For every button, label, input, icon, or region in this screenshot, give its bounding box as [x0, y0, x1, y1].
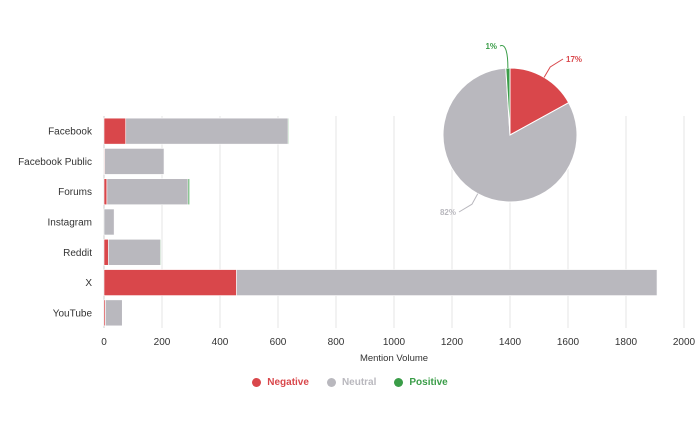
legend-item-neutral[interactable]: Neutral	[326, 377, 377, 388]
bar-positive	[287, 117, 290, 145]
x-axis-title: Mention Volume	[360, 353, 428, 364]
x-tick-label: 1200	[441, 337, 464, 348]
legend-label-negative: Negative	[267, 377, 309, 388]
bar-neutral	[104, 148, 165, 175]
x-axis-ticks: 0 200 400 600 800 1000 1200 1400 1600 1800 2000	[101, 337, 695, 348]
grid-lines	[103, 116, 685, 328]
category-label: Instagram	[48, 218, 92, 229]
bar-negative	[103, 178, 108, 206]
category-label: Reddit	[63, 248, 92, 259]
pie-label: 1%	[485, 42, 497, 51]
positive-dot-icon	[394, 378, 404, 387]
bar-negative	[103, 117, 127, 145]
pie-slice-neutral	[442, 67, 578, 203]
sentiment-pie: 17% 82% 1%	[440, 42, 582, 217]
legend-item-negative[interactable]: Negative	[252, 377, 309, 388]
x-tick-label: 1800	[615, 337, 638, 348]
pie-connector	[543, 58, 564, 78]
bar-positive	[160, 238, 162, 266]
x-tick-label: 1000	[383, 337, 406, 348]
x-tick-label: 600	[270, 337, 287, 348]
legend-label-neutral: Neutral	[341, 377, 377, 388]
bar-neutral	[105, 299, 123, 327]
pie-label: 82%	[440, 208, 456, 217]
category-axis: Facebook Facebook Public Forums Instagram Re…	[18, 127, 93, 320]
bar-positive	[187, 178, 190, 206]
category-label: Forums	[58, 187, 92, 198]
bar-neutral	[236, 269, 658, 296]
pie-slice-negative	[509, 67, 570, 136]
x-tick-label: 1600	[557, 337, 580, 348]
bar-neutral	[106, 178, 189, 206]
category-label: X	[85, 278, 92, 289]
bar-neutral	[103, 208, 115, 236]
x-tick-label: 2000	[673, 337, 696, 348]
x-tick-label: 1400	[499, 337, 522, 348]
bar-negative	[103, 269, 237, 296]
legend-item-positive[interactable]: Positive	[394, 377, 448, 388]
bar-series	[103, 117, 658, 327]
bar-neutral	[125, 117, 289, 145]
neutral-dot-icon	[326, 378, 336, 387]
x-tick-label: 400	[212, 337, 229, 348]
category-label: Facebook Public	[18, 157, 92, 168]
x-tick-label: 0	[101, 337, 107, 348]
legend-label-positive: Positive	[409, 377, 448, 388]
pie-connector	[499, 45, 509, 69]
bar-neutral	[108, 238, 161, 266]
x-tick-label: 800	[328, 337, 345, 348]
pie-label: 17%	[566, 55, 582, 64]
category-label: Facebook	[48, 127, 93, 138]
x-tick-label: 200	[154, 337, 171, 348]
pie-connector	[458, 193, 479, 213]
legend: Negative Neutral Positive	[0, 377, 700, 388]
negative-dot-icon	[252, 378, 262, 387]
category-label: YouTube	[53, 308, 93, 319]
bar-negative	[103, 238, 109, 266]
